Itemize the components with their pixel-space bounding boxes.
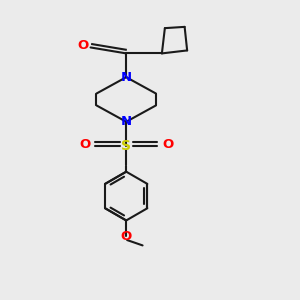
- Text: N: N: [121, 71, 132, 84]
- Text: N: N: [121, 115, 132, 128]
- Text: O: O: [121, 230, 132, 243]
- Text: S: S: [121, 139, 131, 152]
- Text: O: O: [79, 138, 90, 151]
- Text: O: O: [77, 40, 89, 52]
- Text: O: O: [162, 138, 173, 151]
